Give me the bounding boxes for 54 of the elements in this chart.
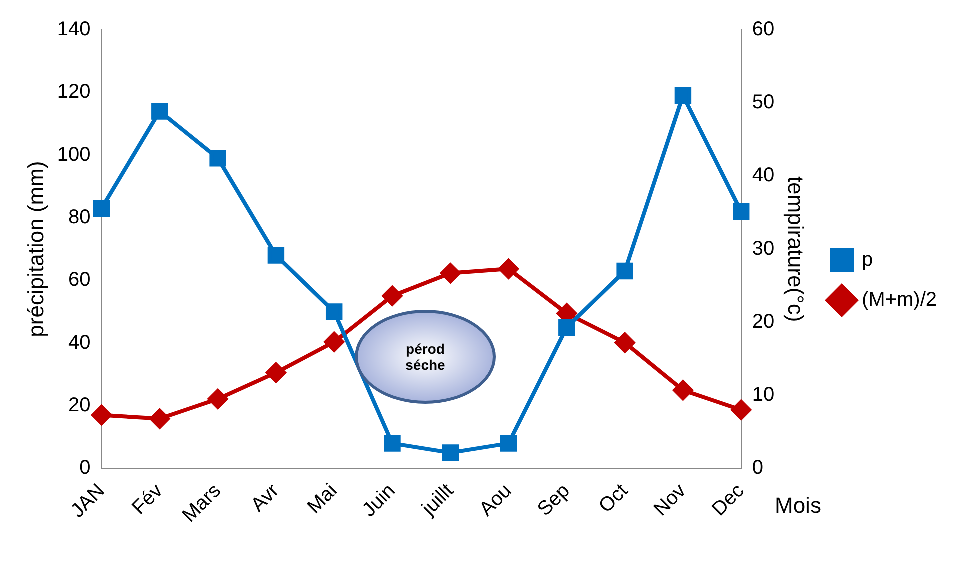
point xyxy=(674,87,692,104)
x-tick-label: Aou xyxy=(475,480,516,521)
y2-tick-label: 40 xyxy=(752,164,775,187)
x-tick-label: Sep xyxy=(534,480,574,521)
y2-tick-label: 30 xyxy=(752,238,775,260)
x-axis-title: Mois xyxy=(775,493,822,519)
point xyxy=(442,444,459,462)
y-tick-label: 100 xyxy=(57,144,91,166)
y2-tick-label: 10 xyxy=(752,384,775,406)
point xyxy=(152,103,168,120)
point xyxy=(324,332,344,352)
y2-tick-label: 50 xyxy=(752,92,775,114)
y-tick-label: 120 xyxy=(57,81,91,104)
point xyxy=(92,405,112,426)
y-tick-label: 40 xyxy=(68,332,91,354)
y-tick-label: 0 xyxy=(80,457,91,480)
point xyxy=(500,435,518,452)
point xyxy=(266,362,286,383)
x-tick-label: Oct xyxy=(594,480,633,518)
point xyxy=(615,332,636,353)
point xyxy=(150,408,170,429)
y-tick-label: 140 xyxy=(57,18,91,41)
x-tick-label: Avr xyxy=(247,480,284,516)
ellipse-shape: pérod séche xyxy=(355,310,496,404)
x-tick-label: Dec xyxy=(708,480,749,521)
point xyxy=(558,319,576,336)
point xyxy=(93,200,110,217)
point xyxy=(673,380,694,400)
x-tick-label: Juin xyxy=(358,480,400,522)
point xyxy=(210,150,226,167)
legend-label: p xyxy=(862,249,874,272)
x-tick-label: JAN xyxy=(66,480,110,522)
y-tick-label: 60 xyxy=(68,269,91,292)
y2-tick-label: 0 xyxy=(752,457,764,480)
point xyxy=(616,262,634,280)
point xyxy=(384,435,401,452)
x-tick-label: Fév xyxy=(128,480,168,520)
y-tick-label: 20 xyxy=(68,394,91,416)
x-tick-label: Nov xyxy=(650,480,691,521)
point xyxy=(268,247,285,264)
point xyxy=(382,286,402,306)
y2-axis-title: tempirature(°c) xyxy=(784,176,809,322)
point xyxy=(440,263,461,284)
y2-tick-label: 20 xyxy=(752,310,775,333)
point xyxy=(208,389,228,410)
point xyxy=(498,259,519,280)
point xyxy=(731,400,752,420)
legend-label: (M+m)/2 xyxy=(862,289,937,312)
y-axis-title: précipitation (mm) xyxy=(23,161,48,338)
y-tick-label: 80 xyxy=(68,206,91,228)
point xyxy=(326,304,343,320)
x-tick-label: Mai xyxy=(303,480,342,518)
point xyxy=(732,203,750,220)
y2-tick-label: 60 xyxy=(752,18,775,41)
